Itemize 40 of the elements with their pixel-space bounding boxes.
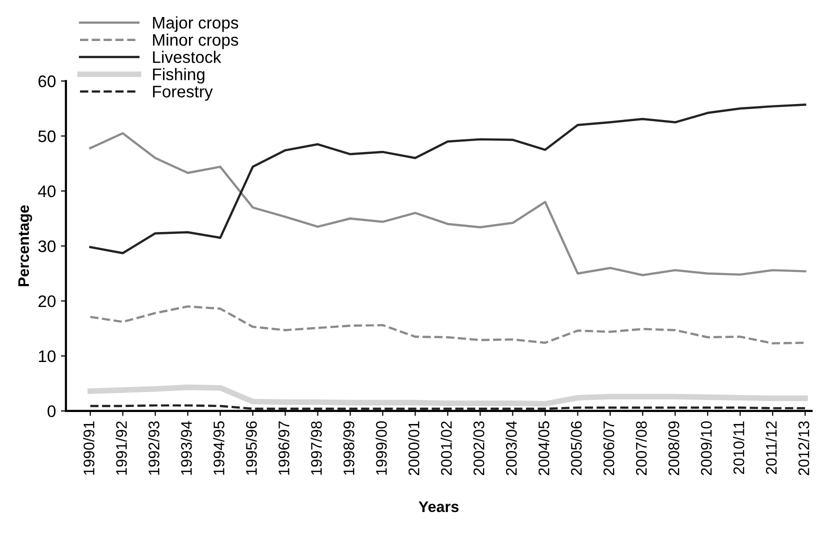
x-tick-label: 1994/95 bbox=[213, 421, 224, 475]
x-tick-label: 2003/04 bbox=[506, 421, 517, 476]
legend-label: Livestock bbox=[153, 50, 222, 64]
x-tick-label: 2001/02 bbox=[440, 421, 452, 476]
x-tick-label: 2007/08 bbox=[636, 421, 647, 476]
x-tick-label: 1992/93 bbox=[148, 421, 160, 475]
line-series bbox=[89, 132, 806, 276]
legend-label: Fishing bbox=[153, 68, 204, 84]
x-tick-label: 2012/13 bbox=[798, 421, 810, 476]
x-tick-label: 2000/01 bbox=[408, 421, 420, 476]
x-tick-label: 1999/00 bbox=[376, 421, 387, 475]
y-tick-label: 30 bbox=[38, 240, 56, 252]
x-tick-label: 1991/92 bbox=[116, 421, 127, 475]
x-tick-label: 1990/91 bbox=[83, 421, 94, 475]
y-tick-label: 40 bbox=[38, 185, 56, 198]
x-tick-label: 2004/05 bbox=[538, 421, 550, 476]
y-tick-label: 60 bbox=[38, 75, 56, 88]
legend-label: Forestry bbox=[153, 86, 213, 101]
x-tick-label: 2008/09 bbox=[668, 421, 680, 476]
x-tick-label: 2006/07 bbox=[603, 421, 614, 476]
legend-label: Major crops bbox=[153, 16, 238, 32]
x-tick-label: 1997/98 bbox=[310, 421, 322, 475]
x-tick-label: 2002/03 bbox=[473, 421, 484, 476]
x-tick-label: 1995/96 bbox=[246, 421, 257, 475]
x-axis-title: Years bbox=[418, 501, 459, 512]
y-tick-label: 0 bbox=[48, 405, 56, 418]
y-tick-label: 50 bbox=[38, 130, 56, 142]
x-tick-label: 2005/06 bbox=[570, 421, 582, 476]
legend-label: Minor crops bbox=[153, 34, 238, 50]
y-tick-label: 10 bbox=[38, 350, 56, 362]
line-series bbox=[89, 305, 806, 344]
y-tick-label: 20 bbox=[38, 295, 56, 308]
x-tick-label: 1998/99 bbox=[343, 421, 354, 475]
line-series bbox=[89, 104, 806, 254]
x-tick-label: 2011/12 bbox=[766, 421, 777, 474]
y-axis-title: Percentage bbox=[18, 205, 32, 286]
x-tick-label: 2009/10 bbox=[700, 421, 712, 476]
x-tick-label: 1996/97 bbox=[278, 421, 290, 475]
x-tick-label: 2010/11 bbox=[733, 421, 744, 474]
x-tick-label: 1993/94 bbox=[180, 421, 192, 475]
